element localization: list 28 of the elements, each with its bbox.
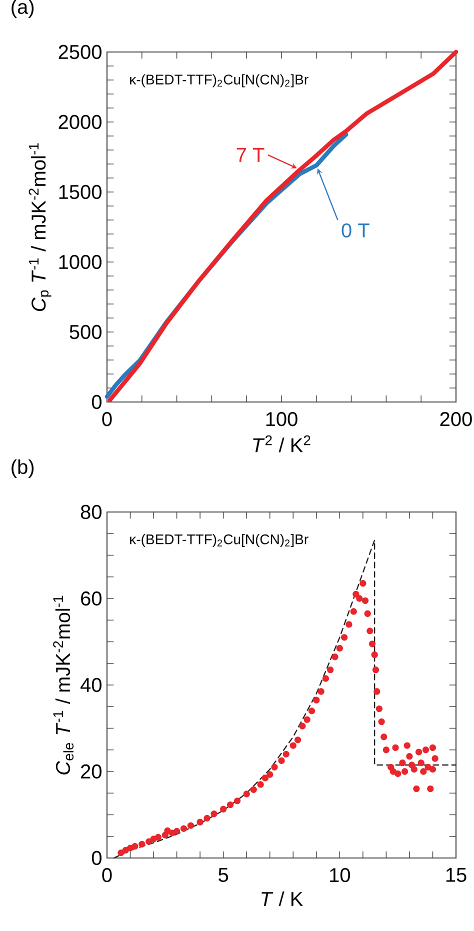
y-tick-label: 0	[92, 394, 102, 410]
x-tick-label: 100	[266, 412, 298, 426]
line-series	[108, 50, 458, 402]
y-tick-label: 500	[70, 324, 102, 340]
y-tick-label: 60	[81, 591, 102, 606]
annotation: κ-(BEDT-TTF)$_{2}$Cu[N(CN)$_{2}$]Br	[130, 534, 308, 548]
y-tick-label: 2500	[58, 44, 102, 60]
y-tick-label: 2000	[58, 114, 102, 130]
y-axis-title: C$_{p}$ T$^{-1}$ / mJK$^{-2}$mol$^{-1}$	[28, 143, 52, 311]
x-tick-label: 200	[440, 412, 472, 426]
legend-label: 7 T	[236, 148, 264, 162]
y-tick-label: 40	[80, 678, 102, 692]
y-tick-label: 1500	[59, 184, 102, 200]
y-tick-label: 20	[81, 764, 102, 779]
x-tick-label: 0	[102, 412, 112, 426]
chart-title: (b)	[12, 459, 34, 478]
y-tick-label: 0	[92, 850, 102, 866]
y-tick-label: 80	[80, 504, 102, 520]
y-axis-title: C$_{ele}$ T$^{-1}$ / mJK$^{-2}$mol$^{-1}$	[53, 596, 74, 774]
x-tick-label: 5	[218, 868, 228, 882]
text: 0 T	[342, 223, 370, 238]
x-tick-label: 15	[446, 868, 466, 882]
x-tick-label: 10	[330, 868, 350, 882]
x-tick-label: 0	[102, 868, 112, 882]
annotation: κ-(BEDT-TTF)$_{2}$Cu[N(CN)$_{2}$]Br	[130, 74, 308, 88]
x-axis-title: T$^{2}$ / K$^{2}$	[253, 435, 310, 452]
x-axis-title: T / K	[262, 891, 303, 906]
y-tick-label: 1000	[59, 254, 102, 270]
